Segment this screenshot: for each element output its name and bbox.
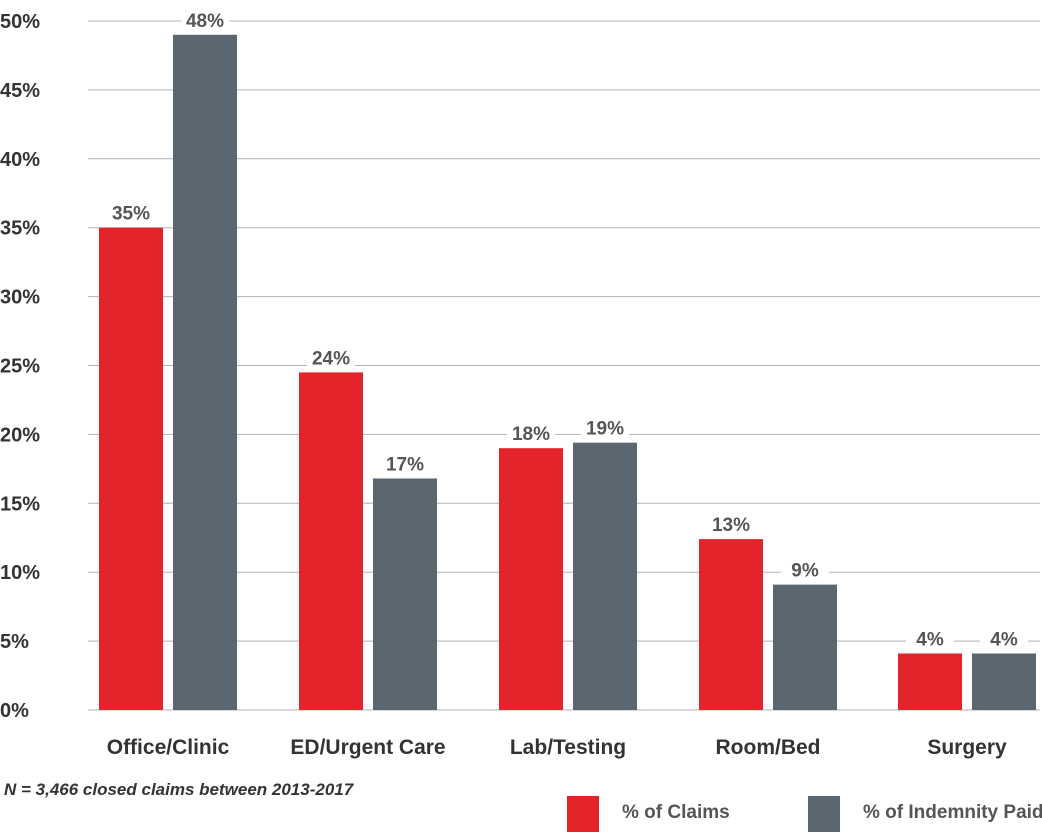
value-label: 13% (712, 515, 750, 536)
y-tick-label: 0% (0, 700, 29, 722)
x-tick-label: Lab/Testing (510, 736, 626, 759)
x-axis-ticks: Office/Clinic ED/Urgent Care Lab/Testing Ro… (107, 736, 1007, 759)
value-label-background (980, 626, 1028, 651)
legend-swatch (808, 796, 840, 832)
y-tick-label: 35% (0, 218, 40, 240)
value-label-background (906, 626, 954, 651)
value-label-background (181, 7, 229, 32)
value-label: 19% (586, 419, 624, 440)
y-tick-label: 50% (0, 11, 40, 33)
value-label-background (381, 451, 429, 476)
bar (173, 34, 237, 710)
value-label-background (581, 415, 629, 440)
bar (773, 584, 837, 710)
value-label-background (307, 345, 355, 370)
bar (699, 539, 763, 710)
bar (972, 653, 1036, 710)
value-label: 18% (512, 424, 550, 445)
legend: % of Claims % of Indemnity Paid (567, 796, 1042, 832)
footnote: N = 3,466 closed claims between 2013-201… (4, 780, 355, 799)
value-label-background (781, 557, 829, 582)
value-label: 17% (386, 454, 424, 475)
x-tick-label: Surgery (927, 736, 1007, 759)
y-tick-label: 30% (0, 287, 40, 309)
value-label-background (507, 421, 555, 446)
legend-label: % of Indemnity Paid (863, 802, 1042, 823)
y-tick-label: 15% (0, 493, 40, 515)
value-labels: 35% 24% 18% 13% 4% 48% 17% 19% 9% 4% (107, 7, 1028, 651)
y-axis-ticks: 0% 5% 10% 15% 20% 25% 30% 35% 40% 45% 50% (0, 11, 40, 722)
bars (99, 34, 1036, 710)
y-tick-label: 20% (0, 424, 40, 446)
x-tick-label: Office/Clinic (107, 736, 230, 759)
bar (299, 372, 363, 710)
value-label: 48% (186, 11, 224, 32)
bar (499, 448, 563, 710)
value-label: 4% (916, 630, 944, 651)
value-label: 24% (312, 348, 350, 369)
y-tick-label: 5% (0, 631, 29, 653)
value-label: 35% (112, 204, 150, 225)
bar (573, 442, 637, 710)
x-tick-label: ED/Urgent Care (290, 736, 445, 759)
y-tick-label: 40% (0, 149, 40, 171)
value-label-background (107, 200, 155, 225)
legend-label: % of Claims (622, 802, 730, 823)
bar (898, 653, 962, 710)
value-label: 9% (791, 561, 819, 582)
y-tick-label: 25% (0, 356, 40, 378)
value-label-background (707, 512, 755, 537)
legend-swatch (567, 796, 599, 832)
bar (373, 478, 437, 710)
y-tick-label: 45% (0, 80, 40, 102)
y-tick-label: 10% (0, 562, 40, 584)
x-tick-label: Room/Bed (716, 736, 821, 759)
value-label: 4% (990, 630, 1018, 651)
gridlines (88, 20, 1040, 711)
bar (99, 227, 163, 710)
